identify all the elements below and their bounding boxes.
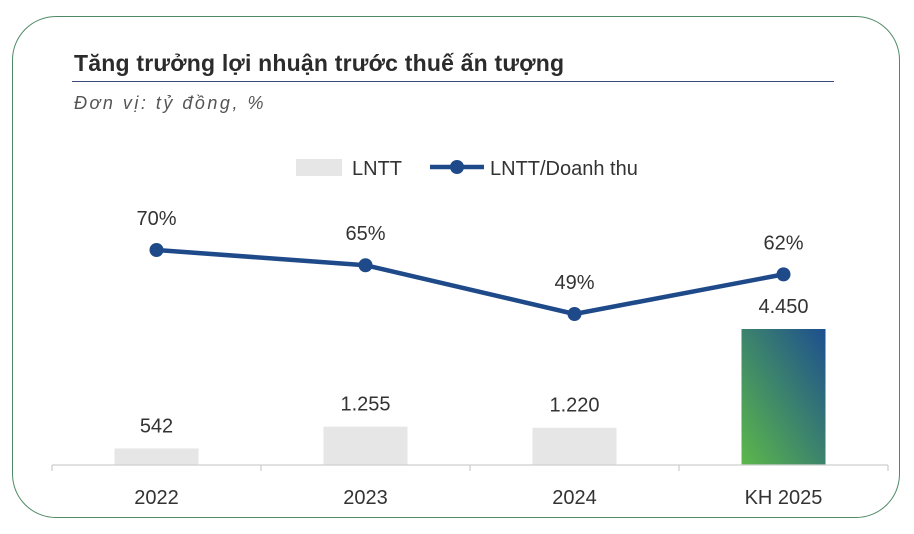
line-point xyxy=(149,243,164,257)
legend-marker-line xyxy=(450,160,464,174)
bar-data-label: 1.255 xyxy=(340,394,390,416)
x-tick-label: 2023 xyxy=(343,487,388,509)
legend-label-line: LNTT/Doanh thu xyxy=(490,158,638,180)
bar xyxy=(114,448,199,465)
title-divider xyxy=(72,81,834,82)
line-data-label: 49% xyxy=(554,272,594,294)
chart-title: Tăng trưởng lợi nhuận trước thuế ấn tượn… xyxy=(74,50,565,76)
bar-data-label: 1.220 xyxy=(549,395,599,417)
bar-data-label: 4.450 xyxy=(758,296,808,318)
legend-swatch-bar xyxy=(296,159,342,176)
line-point xyxy=(776,267,791,282)
legend: LNTT LNTT/Doanh thu xyxy=(296,158,638,180)
line-data-label: 62% xyxy=(763,232,803,254)
x-tick-label: KH 2025 xyxy=(745,487,823,509)
series-line-lntt-doanh-thu xyxy=(156,247,784,317)
line-data-label: 65% xyxy=(345,223,385,245)
unit-subtitle: Đơn vị: tỷ đồng, % xyxy=(74,93,266,113)
x-tick-label: 2022 xyxy=(134,487,179,509)
line-point xyxy=(358,258,373,273)
bar xyxy=(532,427,617,465)
line-data-label: 70% xyxy=(136,208,176,230)
line-series: 70% 65% 49% 62% xyxy=(136,208,804,321)
legend-label-bar: LNTT xyxy=(352,158,402,180)
bar-data-label: 542 xyxy=(140,415,173,437)
bar-series: 542 1.255 1.220 4.450 xyxy=(114,296,826,465)
bar xyxy=(323,426,408,465)
x-tick-label: 2024 xyxy=(552,487,597,509)
x-axis: 2022 2023 2024 KH 2025 xyxy=(51,464,889,509)
bar xyxy=(741,329,826,465)
line-point xyxy=(567,307,582,321)
